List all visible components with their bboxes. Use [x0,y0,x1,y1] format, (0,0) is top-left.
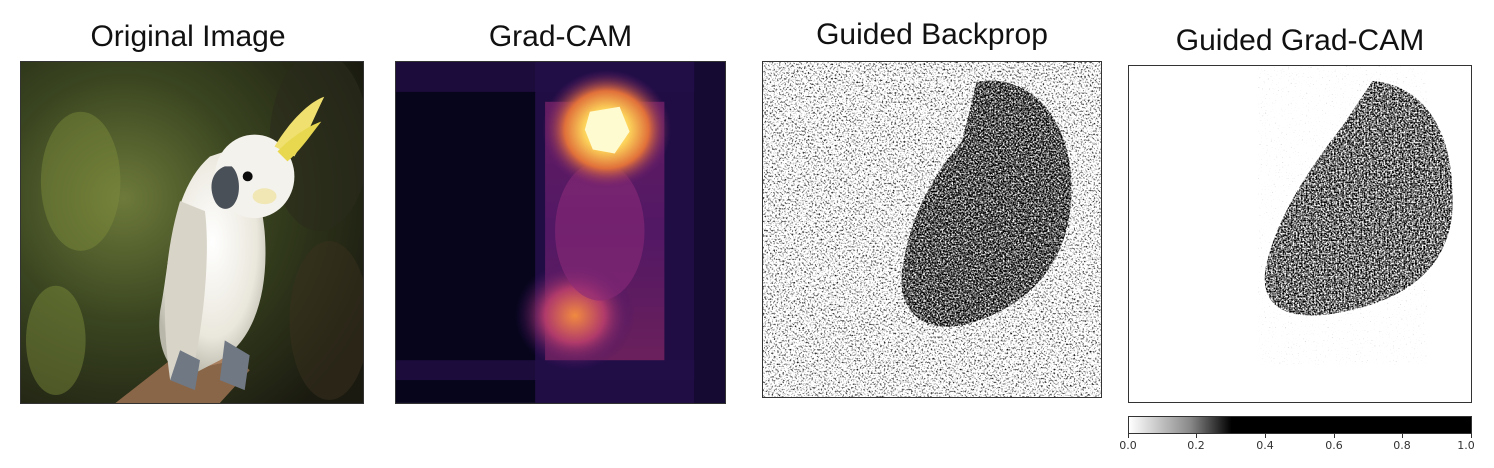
colorbar-tick [1402,434,1403,438]
colorbar-tick-label: 0.6 [1325,439,1343,452]
title-guided-backprop: Guided Backprop [816,18,1048,51]
colorbar-tick [1265,434,1266,438]
grad-cam-heatmap [396,62,725,403]
colorbar [1128,416,1472,434]
grad-cam-panel [395,61,726,404]
title-original-image: Original Image [90,20,286,53]
cockatoo-photo [21,62,363,403]
colorbar-tick [1471,434,1472,438]
guided-backprop-panel [762,61,1102,398]
colorbar-tick-label: 0.0 [1119,439,1137,452]
guided-backprop-noise [763,62,1101,397]
colorbar-tick-label: 0.4 [1256,439,1274,452]
title-grad-cam: Grad-CAM [488,20,633,53]
colorbar-tick [1128,434,1129,438]
colorbar-tick-label: 1.0 [1457,439,1475,452]
colorbar-tick-label: 0.8 [1393,439,1411,452]
guided-grad-cam-map [1129,66,1471,402]
colorbar-tick-label: 0.2 [1187,439,1205,452]
colorbar-tick [1196,434,1197,438]
colorbar-tick [1334,434,1335,438]
title-guided-grad-cam: Guided Grad-CAM [1175,24,1425,57]
original-image-panel [20,61,364,404]
guided-grad-cam-panel [1128,65,1472,403]
